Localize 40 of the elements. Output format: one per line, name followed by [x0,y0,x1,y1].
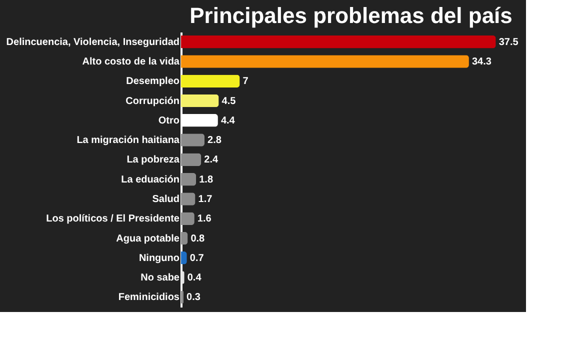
y-tick-label: La eduación [121,174,180,186]
bar [181,35,496,48]
y-tick-label: La migración haitiana [76,135,180,146]
data-label: 2.8 [208,135,222,146]
chart-title: Principales problemas del país [190,3,512,28]
bar [181,74,240,88]
y-tick-label: No sabe [140,272,180,284]
y-tick-label: Salud [152,194,180,205]
bar [181,290,184,304]
bar [181,172,196,186]
data-label: 0.7 [190,252,204,264]
bar [181,55,469,68]
bar [181,94,219,108]
y-tick-label: Ninguno [138,252,180,264]
y-tick-label: Delincuencia, Violencia, Inseguridad [6,36,180,48]
data-label: 34.3 [472,56,492,68]
bar [181,134,205,146]
bar [181,232,188,245]
y-tick-label: Corrupción [126,96,180,107]
bar [181,153,202,166]
data-label: 1.8 [199,174,214,186]
data-label: 4.4 [220,115,236,126]
y-tick-label: Feminicidios [118,292,180,304]
data-label: 0.4 [187,272,202,284]
bar [181,192,196,206]
data-label: 7 [242,76,249,88]
y-tick-label: Desempleo [126,76,180,88]
y-tick-label: La pobreza [126,154,180,166]
data-label: 0.8 [190,233,206,244]
data-label: 2.4 [204,154,218,166]
bar [181,212,194,225]
data-label: 4.5 [222,96,236,107]
data-label: 1.6 [197,214,212,225]
y-tick-label: Los políticos / El Presidente [46,214,180,225]
y-tick-label: Alto costo de la vida [82,56,180,68]
data-label: 0.3 [186,292,201,304]
data-label: 1.7 [198,194,213,205]
data-label: 37.5 [498,36,519,48]
y-tick-label: Otro [158,115,180,126]
y-tick-label: Agua potable [116,233,180,244]
